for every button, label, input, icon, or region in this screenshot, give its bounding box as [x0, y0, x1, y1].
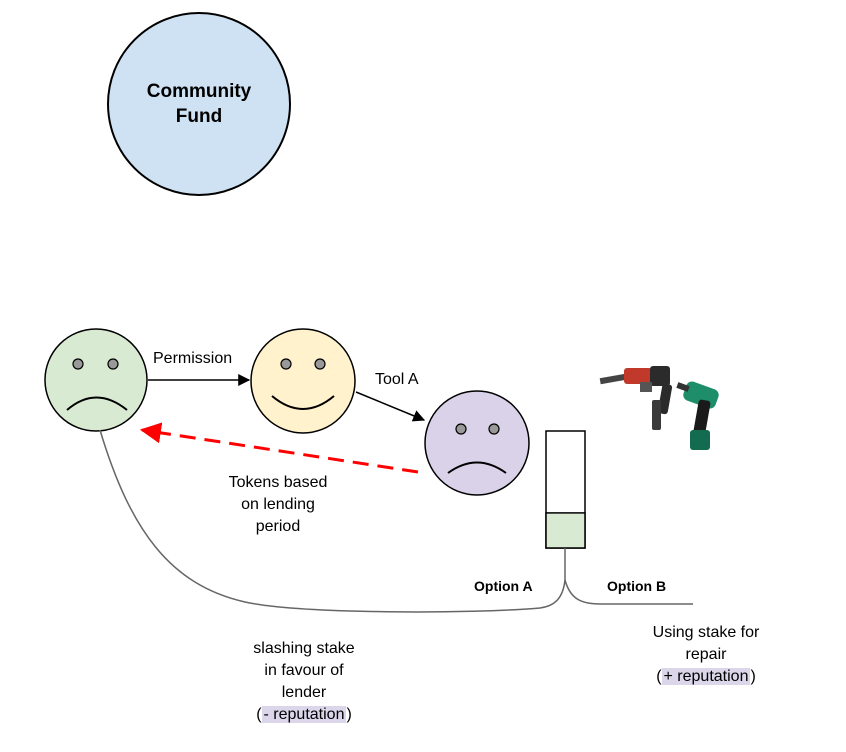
outcome-a-label: slashing stake in favour of lender (- re…: [214, 638, 394, 726]
tokens-dashed-arrow: [139, 422, 419, 474]
hammer-drill-icon: [599, 366, 673, 430]
outcome-b-reputation: (+ reputation): [616, 666, 796, 688]
outcome-a-line-3: lender: [281, 684, 327, 701]
tokens-line-3: period: [255, 518, 301, 535]
outcome-a-open-paren: (: [256, 706, 262, 723]
stake-line-option-b: [564, 579, 693, 605]
tool-a-label: Tool A: [375, 371, 419, 388]
community-fund-label: Community Fund: [119, 79, 279, 129]
stake-bar: [545, 430, 586, 549]
tokens-line-2: on lending: [241, 496, 315, 513]
outcome-b-open-paren: (: [656, 668, 662, 685]
cordless-drill-icon: [676, 381, 719, 450]
outcome-b-reputation-badge: + reputation: [661, 668, 751, 685]
option-b-label: Option B: [607, 578, 667, 594]
community-fund-line-1: Community: [146, 81, 252, 102]
option-a-label: Option A: [474, 578, 533, 594]
stake-fill: [545, 512, 586, 549]
borrower-sad-face: [424, 390, 530, 496]
approver-happy-face: [250, 328, 356, 434]
permission-label: Permission: [153, 350, 233, 367]
community-fund-line-2: Fund: [175, 106, 223, 127]
outcome-a-reputation-badge: - reputation: [261, 706, 347, 723]
outcome-a-close-paren: ): [346, 706, 352, 723]
tool-arrow: [355, 391, 426, 422]
tokens-line-1: Tokens based: [228, 474, 328, 491]
lender-sad-face: [44, 328, 148, 432]
stake-line-option-a: [99, 429, 566, 613]
outcome-b-label: Using stake for repair (+ reputation): [616, 622, 796, 688]
outcome-a-line-1: slashing stake: [253, 640, 355, 657]
outcome-b-close-paren: ): [750, 668, 756, 685]
outcome-a-line-2: in favour of: [264, 662, 344, 679]
outcome-b-line-1: Using stake for: [652, 624, 760, 641]
community-fund-node: [107, 12, 291, 196]
outcome-a-reputation: (- reputation): [214, 704, 394, 726]
outcome-b-line-2: repair: [685, 646, 727, 663]
tokens-label: Tokens based on lending period: [198, 472, 358, 538]
